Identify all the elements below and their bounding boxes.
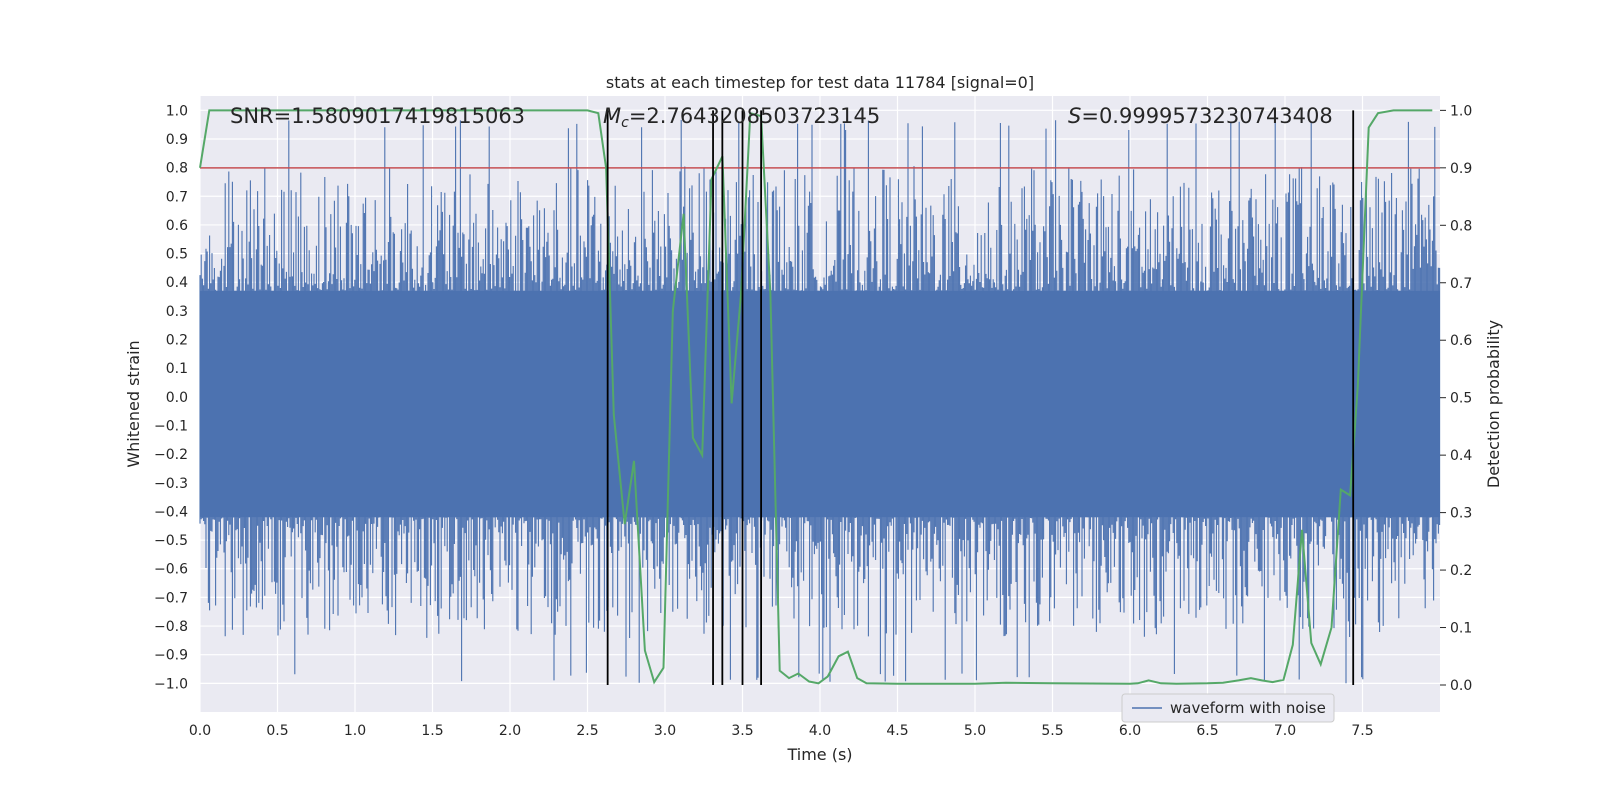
y-tick-label: −0.2 bbox=[154, 447, 188, 463]
y-tick-label: −0.1 bbox=[154, 418, 188, 434]
x-tick-label: 7.0 bbox=[1274, 723, 1296, 739]
waveform-line bbox=[199, 119, 1441, 684]
y-tick-label: −0.3 bbox=[154, 476, 188, 492]
y-tick-label: 0.8 bbox=[166, 161, 188, 177]
mc-subscript: c bbox=[621, 115, 629, 131]
x-tick-label: 6.0 bbox=[1119, 723, 1141, 739]
x-tick-label: 2.0 bbox=[499, 723, 521, 739]
y2-tick-label: 0.1 bbox=[1450, 621, 1472, 637]
y-tick-label: −0.7 bbox=[154, 590, 188, 606]
x-tick-label: 2.5 bbox=[576, 723, 598, 739]
x-tick-label: 0.0 bbox=[189, 723, 211, 739]
y2-tick-label: 0.2 bbox=[1450, 563, 1472, 579]
y2-tick-label: 0.4 bbox=[1450, 448, 1472, 464]
y2-axis-label: Detection probability bbox=[1484, 320, 1503, 488]
y2-tick-label: 0.3 bbox=[1450, 506, 1472, 522]
x-tick-label: 4.5 bbox=[886, 723, 908, 739]
waveform-series bbox=[199, 119, 1441, 684]
y-tick-label: 0.4 bbox=[166, 275, 188, 291]
y-ticks: 1.0 0.9 0.8 0.7 0.6 0.5 0.4 0.3 0.2 0.1 0.0 −0.1 −0.… bbox=[154, 103, 188, 692]
s-symbol: S bbox=[1068, 104, 1081, 128]
y-tick-label: 0.1 bbox=[166, 361, 188, 377]
y-tick-label: −0.9 bbox=[154, 648, 188, 664]
detection-lines bbox=[606, 110, 1355, 685]
y-tick-label: 0.9 bbox=[166, 132, 188, 148]
y-tick-label: −0.4 bbox=[154, 504, 188, 520]
y-tick-label: 0.6 bbox=[166, 218, 188, 234]
snr-annotation: SNR=1.5809017419815063 bbox=[230, 104, 525, 128]
legend: waveform with noise bbox=[1121, 693, 1335, 723]
y2-tick-label: 1.0 bbox=[1450, 103, 1472, 119]
legend-box bbox=[1121, 693, 1335, 723]
x-tick-label: 1.5 bbox=[421, 723, 443, 739]
y-tick-label: 0.3 bbox=[166, 304, 188, 320]
mc-annotation: Mc=2.7643208503723145 bbox=[603, 104, 880, 131]
x-axis-label: Time (s) bbox=[786, 745, 852, 764]
y-tick-label: 0.5 bbox=[166, 247, 188, 263]
y-tick-label: −0.6 bbox=[154, 562, 188, 578]
y2-tick-label: 0.6 bbox=[1450, 333, 1472, 349]
x-tick-label: 5.5 bbox=[1041, 723, 1063, 739]
probability-line bbox=[199, 109, 1433, 685]
y2-ticks: 1.0 0.9 0.8 0.7 0.6 0.5 0.4 0.3 0.2 0.1 0.0 bbox=[1440, 103, 1472, 694]
x-tick-label: 3.5 bbox=[731, 723, 753, 739]
x-tick-label: 4.0 bbox=[809, 723, 831, 739]
legend-label: waveform with noise bbox=[1170, 699, 1326, 717]
x-tick-label: 3.0 bbox=[654, 723, 676, 739]
y-tick-label: 0.7 bbox=[166, 189, 188, 205]
probability-series bbox=[199, 109, 1433, 685]
y2-tick-label: 0.8 bbox=[1450, 218, 1472, 234]
y-tick-label: 0.0 bbox=[166, 390, 188, 406]
y-tick-label: −0.8 bbox=[154, 619, 188, 635]
y-tick-label: −0.5 bbox=[154, 533, 188, 549]
s-value: =0.9999573230743408 bbox=[1081, 104, 1332, 128]
x-tick-label: 1.0 bbox=[344, 723, 366, 739]
mc-value: =2.7643208503723145 bbox=[629, 104, 880, 128]
x-tick-label: 6.5 bbox=[1196, 723, 1218, 739]
y-axis-label: Whitened strain bbox=[124, 340, 143, 467]
y-tick-label: 0.2 bbox=[166, 333, 188, 349]
mc-symbol: M bbox=[603, 104, 621, 128]
chart-title: stats at each timestep for test data 117… bbox=[606, 73, 1034, 92]
y2-tick-label: 0.9 bbox=[1450, 161, 1472, 177]
y2-tick-label: 0.0 bbox=[1450, 678, 1472, 694]
x-ticks: 0.0 0.5 1.0 1.5 2.0 2.5 3.0 3.5 4.0 4.5 5.0 5.5 6.0 6… bbox=[189, 723, 1374, 739]
x-tick-label: 7.5 bbox=[1351, 723, 1373, 739]
x-tick-label: 5.0 bbox=[964, 723, 986, 739]
s-annotation: S=0.9999573230743408 bbox=[1068, 104, 1333, 128]
y-tick-label: −1.0 bbox=[154, 676, 188, 692]
y2-tick-label: 0.5 bbox=[1450, 391, 1472, 407]
y-tick-label: 1.0 bbox=[166, 103, 188, 119]
x-tick-label: 0.5 bbox=[266, 723, 288, 739]
y2-tick-label: 0.7 bbox=[1450, 276, 1472, 292]
